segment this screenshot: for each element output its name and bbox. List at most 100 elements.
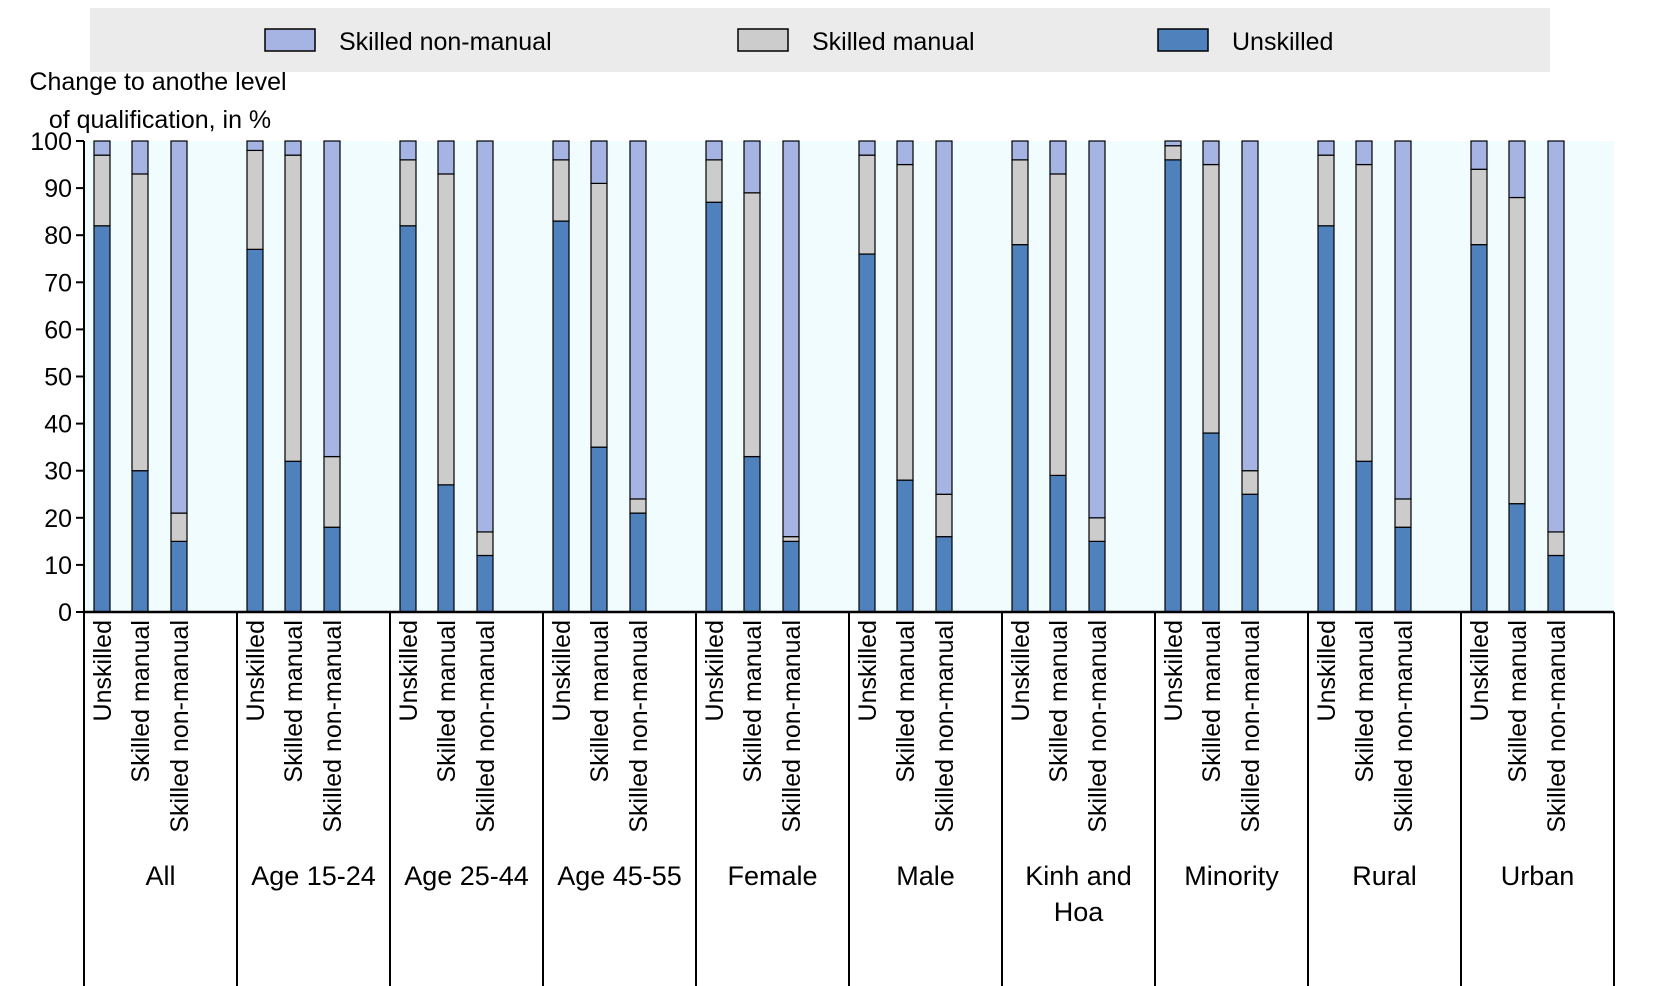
x-tick-label: Skilled non-manual <box>1543 620 1571 833</box>
bar-segment <box>896 479 914 613</box>
y-tick-label: 10 <box>44 552 72 580</box>
bar-segment <box>1470 168 1488 246</box>
legend-label: Skilled manual <box>812 28 975 56</box>
legend-swatch <box>264 28 316 52</box>
bar-segment <box>858 154 876 255</box>
bar-segment <box>896 163 914 481</box>
bar-segment <box>1202 163 1220 434</box>
y-tick-label: 70 <box>44 269 72 297</box>
group-label: Minority <box>1184 861 1279 891</box>
x-tick-label: Skilled manual <box>433 620 461 783</box>
bar-segment <box>1355 460 1373 613</box>
bar-segment <box>743 455 761 613</box>
bar-segment <box>1049 474 1067 613</box>
x-tick-label: Skilled non-manual <box>1084 620 1112 833</box>
x-tick-label: Skilled manual <box>280 620 308 783</box>
bar-segment <box>1470 244 1488 613</box>
bar-segment <box>246 140 264 152</box>
bar-segment <box>629 140 647 500</box>
bar-segment <box>1508 140 1526 199</box>
bar-segment <box>399 159 417 227</box>
bar-segment <box>1508 196 1526 505</box>
bar-segment <box>782 536 800 542</box>
bar-segment <box>323 526 341 613</box>
bar-segment <box>399 140 417 161</box>
bar-segment <box>1547 531 1565 557</box>
bar-segment <box>743 140 761 194</box>
legend-label: Skilled non-manual <box>339 28 552 56</box>
bar-segment <box>629 498 647 514</box>
bar-segment <box>743 192 761 458</box>
x-tick-label: Skilled non-manual <box>778 620 806 833</box>
y-tick-label: 0 <box>58 599 72 627</box>
group-label: Male <box>896 861 955 891</box>
bar-segment <box>552 140 570 161</box>
bar-segment <box>782 540 800 613</box>
y-tick-label: 50 <box>44 364 72 392</box>
bar-segment <box>1049 140 1067 175</box>
bar-segment <box>590 182 608 448</box>
x-tick-label: Skilled manual <box>1351 620 1379 783</box>
x-tick-label: Unskilled <box>395 620 423 721</box>
group-label: Female <box>727 861 818 891</box>
bar-segment <box>1547 554 1565 613</box>
bar-segment <box>284 460 302 613</box>
bar-segment <box>437 140 455 175</box>
group-label: Age 45-55 <box>557 861 682 891</box>
x-tick-label: Skilled non-manual <box>931 620 959 833</box>
x-tick-label: Unskilled <box>548 620 576 721</box>
bar-segment <box>1011 159 1029 246</box>
bar-segment <box>705 159 723 203</box>
bar-segment <box>170 512 188 542</box>
x-tick-label: Skilled non-manual <box>625 620 653 833</box>
x-tick-label: Skilled manual <box>586 620 614 783</box>
bar-segment <box>705 140 723 161</box>
bar-segment <box>246 248 264 613</box>
y-axis-title: of qualification, in % <box>49 106 271 134</box>
bar-segment <box>1011 244 1029 613</box>
group-label: All <box>145 861 176 891</box>
bar-segment <box>1547 140 1565 533</box>
bar-segment <box>1011 140 1029 161</box>
bar-segment <box>1241 140 1259 472</box>
bar-segment <box>1317 225 1335 613</box>
bar-segment <box>1508 503 1526 613</box>
bar-segment <box>590 140 608 184</box>
x-tick-label: Unskilled <box>89 620 117 721</box>
x-tick-label: Skilled manual <box>1504 620 1532 783</box>
x-tick-label: Unskilled <box>1466 620 1494 721</box>
bar-segment <box>1164 145 1182 161</box>
bar-segment <box>170 140 188 514</box>
x-tick-label: Unskilled <box>1007 620 1035 721</box>
bar-segment <box>131 470 149 613</box>
bar-segment <box>1317 140 1335 156</box>
legend-box <box>90 8 1550 72</box>
group-label: Urban <box>1500 861 1575 891</box>
bar-segment <box>590 446 608 613</box>
bar-segment <box>437 173 455 486</box>
x-tick-label: Unskilled <box>854 620 882 721</box>
bar-segment <box>935 140 953 495</box>
bar-segment <box>552 220 570 613</box>
group-label: Rural <box>1352 861 1417 891</box>
bar-segment <box>323 140 341 458</box>
y-axis-title: Change to anothe level <box>29 68 286 96</box>
bar-segment <box>93 225 111 613</box>
bar-segment <box>935 536 953 613</box>
bar-segment <box>629 512 647 613</box>
bar-segment <box>437 484 455 613</box>
bar-segment <box>1202 432 1220 613</box>
x-tick-label: Unskilled <box>701 620 729 721</box>
bar-segment <box>131 140 149 175</box>
x-tick-label: Skilled manual <box>739 620 767 783</box>
bar-segment <box>858 140 876 156</box>
bar-segment <box>131 173 149 472</box>
bar-segment <box>1164 159 1182 613</box>
x-tick-label: Skilled manual <box>892 620 920 783</box>
bar-segment <box>1355 163 1373 462</box>
x-tick-label: Skilled manual <box>127 620 155 783</box>
x-tick-label: Unskilled <box>1160 620 1188 721</box>
y-tick-label: 30 <box>44 458 72 486</box>
bar-segment <box>246 149 264 250</box>
bar-segment <box>858 253 876 613</box>
